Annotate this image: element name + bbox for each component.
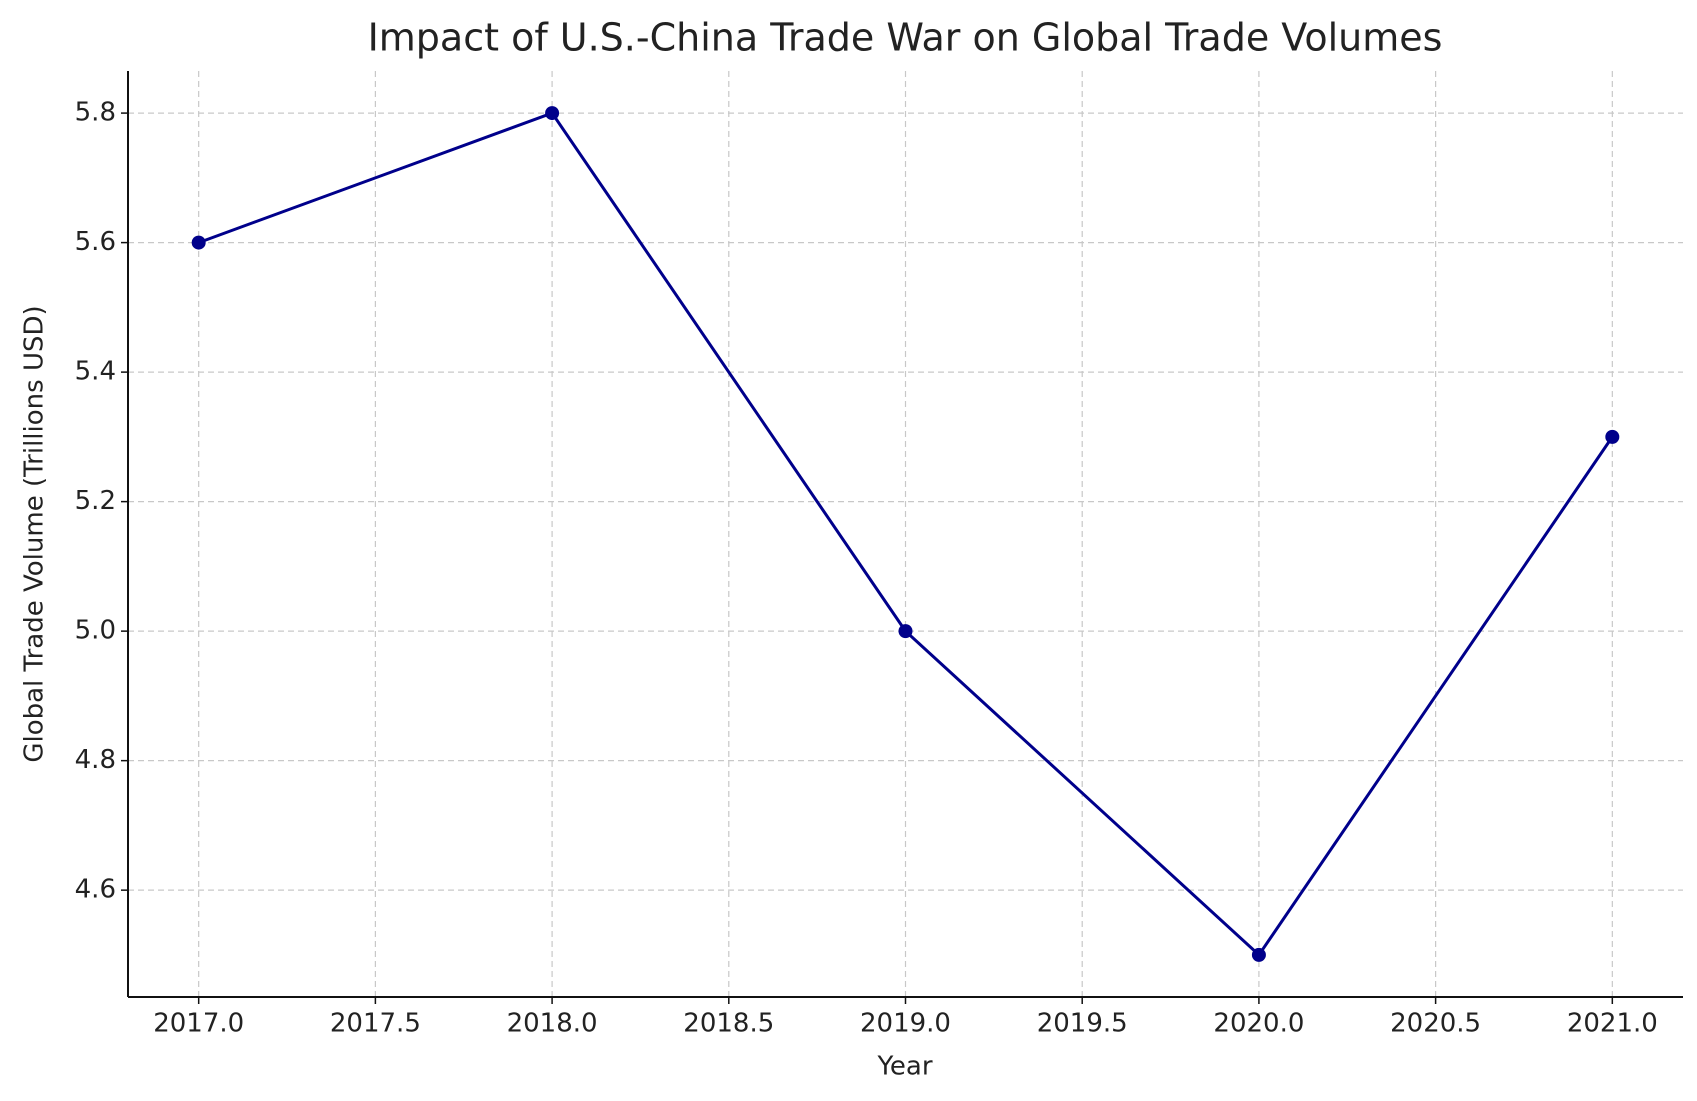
data-point	[191, 235, 206, 250]
y-tick-label: 5.0	[75, 616, 116, 646]
x-tick-label: 2021.0	[1567, 1009, 1658, 1039]
data-point	[545, 106, 560, 121]
data-point	[1251, 947, 1266, 962]
y-tick-label: 5.8	[75, 98, 116, 128]
x-tick-label: 2017.0	[153, 1009, 244, 1039]
y-tick-label: 5.2	[75, 486, 116, 516]
x-tick-label: 2018.5	[683, 1009, 774, 1039]
data-point	[1605, 429, 1620, 444]
y-tick-label: 5.6	[75, 227, 116, 257]
y-tick-label: 4.6	[75, 875, 116, 905]
y-axis-label: Global Trade Volume (Trillions USD)	[20, 305, 50, 762]
data-point	[898, 624, 913, 639]
x-tick-label: 2020.5	[1390, 1009, 1481, 1039]
x-axis-label: Year	[876, 1052, 932, 1082]
x-tick-label: 2019.5	[1037, 1009, 1128, 1039]
y-tick-label: 4.8	[75, 745, 116, 775]
chart-title: Impact of U.S.-China Trade War on Global…	[368, 16, 1443, 60]
x-tick-label: 2017.5	[330, 1009, 421, 1039]
y-tick-label: 5.4	[75, 357, 116, 387]
x-tick-label: 2019.0	[860, 1009, 951, 1039]
x-tick-label: 2020.0	[1213, 1009, 1304, 1039]
x-tick-label: 2018.0	[507, 1009, 598, 1039]
